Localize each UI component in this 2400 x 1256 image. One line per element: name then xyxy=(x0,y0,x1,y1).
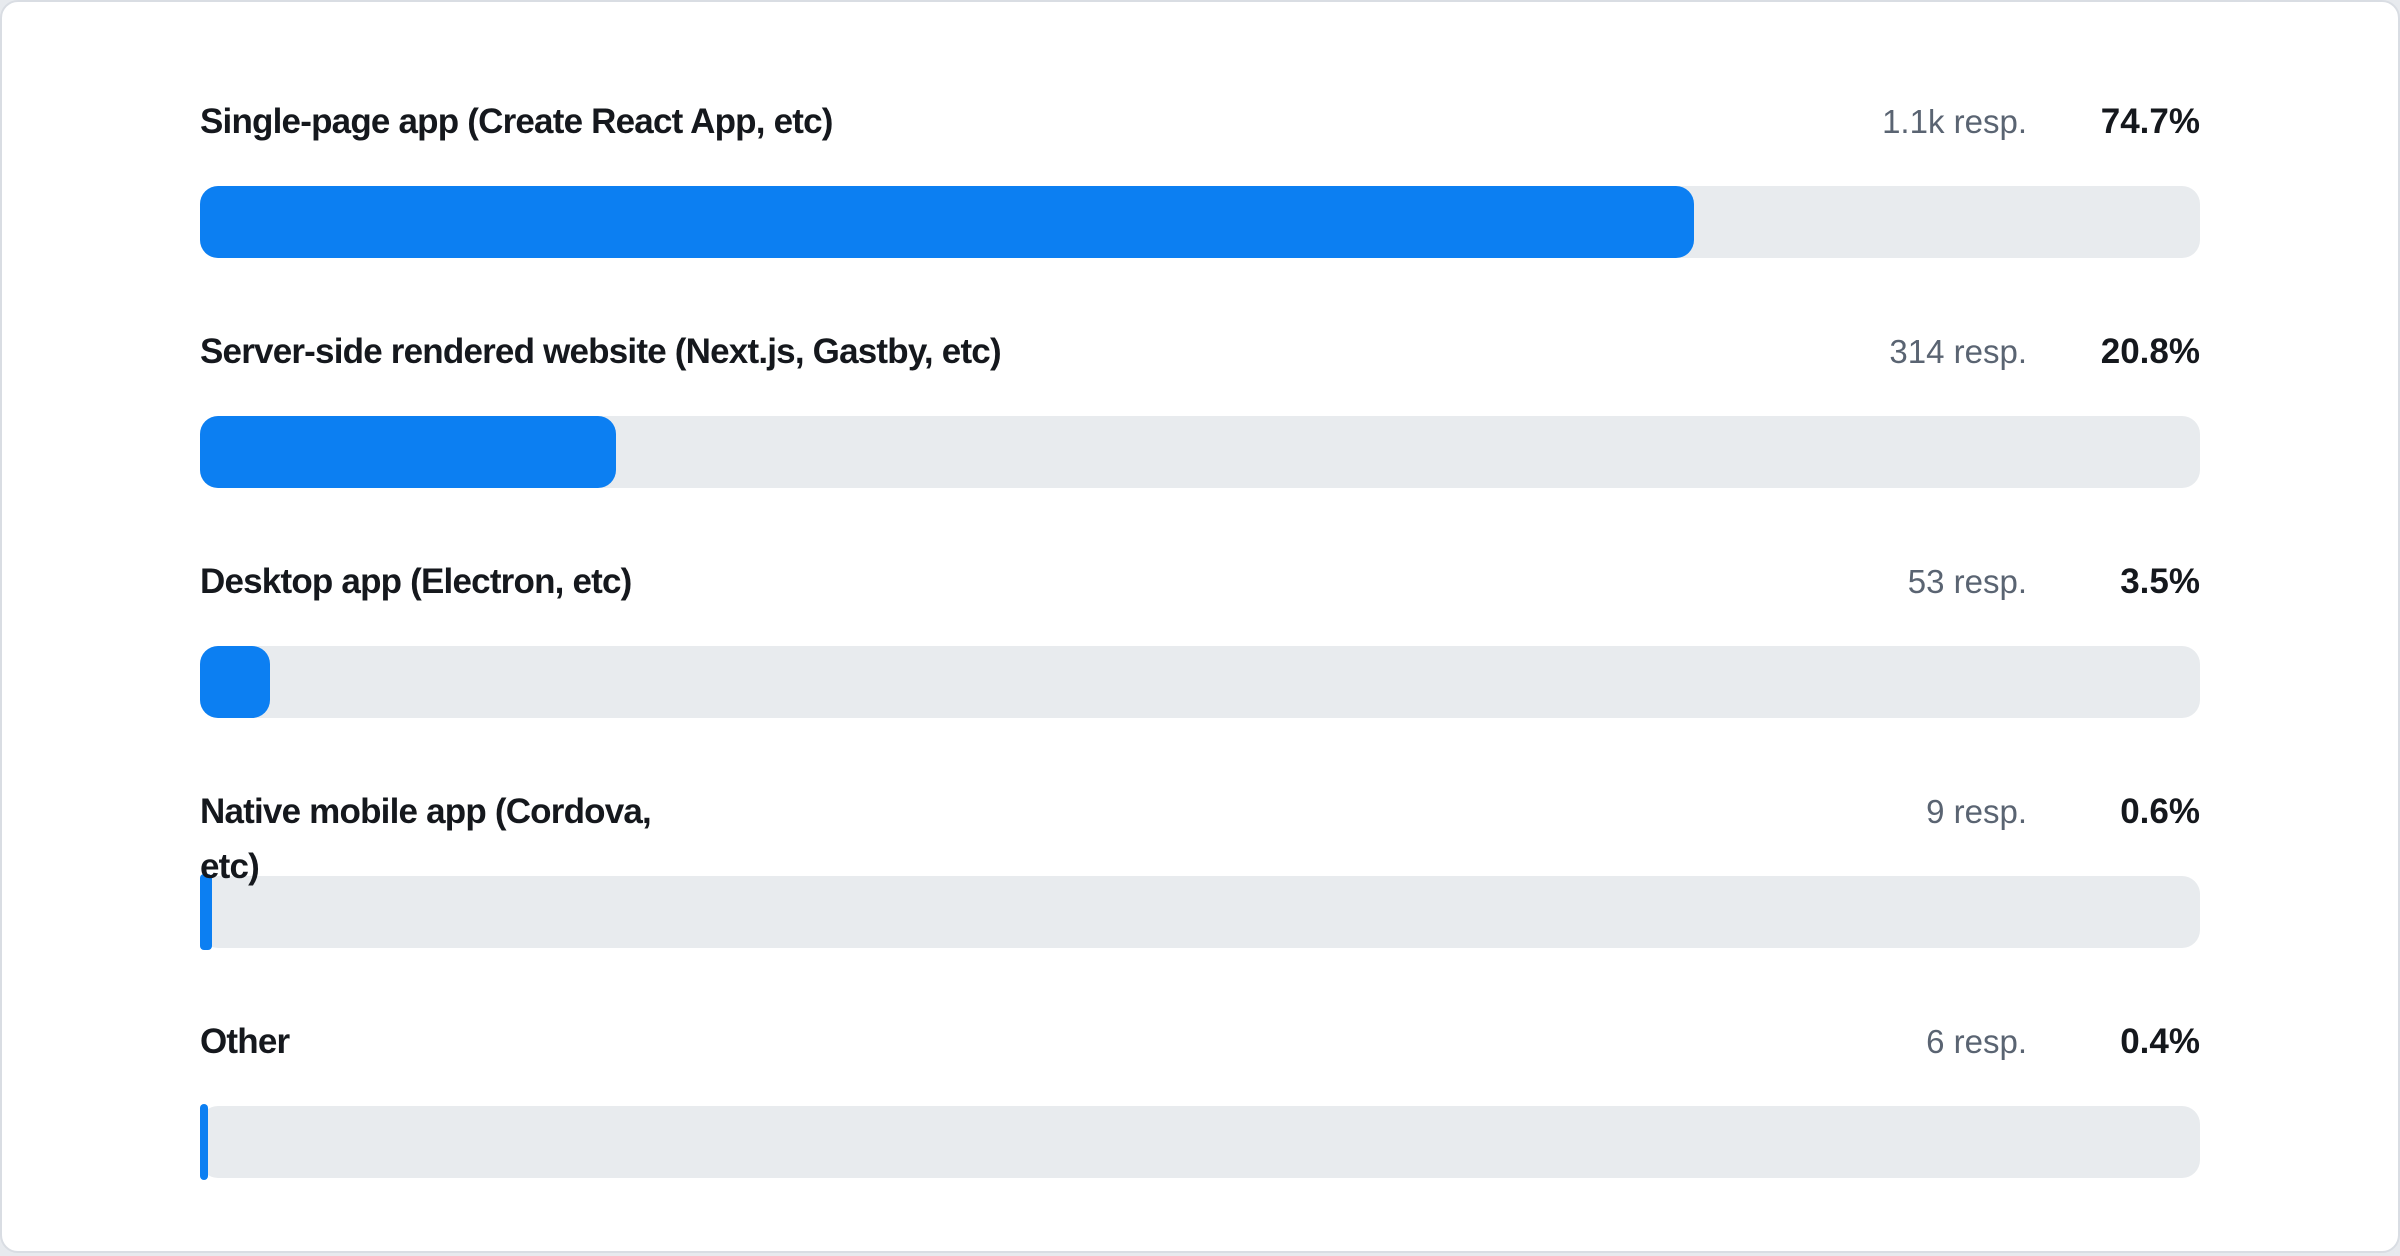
answer-row: Other 6 resp. 0.4% xyxy=(200,1014,2200,1180)
answer-stats: 1.1k resp. 74.7% xyxy=(1882,94,2200,149)
answer-label: Single-page app (Create React App, etc) xyxy=(200,102,833,141)
bar-fill xyxy=(200,186,1694,258)
answer-stats: 53 resp. 3.5% xyxy=(1908,554,2200,609)
bar-fill xyxy=(200,646,270,718)
bar-track xyxy=(200,1104,2200,1180)
answer-stats: 314 resp. 20.8% xyxy=(1889,324,2200,379)
response-count: 6 resp. xyxy=(1926,1023,2027,1060)
answer-row: Single-page app (Create React App, etc) … xyxy=(200,94,2200,258)
answer-label: Native mobile app (Cordova, etc) xyxy=(200,792,652,886)
bar-fill xyxy=(200,874,212,950)
bar-track xyxy=(200,646,2200,718)
answer-row: Desktop app (Electron, etc) 53 resp. 3.5… xyxy=(200,554,2200,718)
response-count: 1.1k resp. xyxy=(1882,103,2027,140)
bar-fill xyxy=(200,1104,208,1180)
answer-stats: 9 resp. 0.6% xyxy=(1926,784,2200,839)
answer-label: Server-side rendered website (Next.js, G… xyxy=(200,332,1002,371)
percent-value: 3.5% xyxy=(2120,562,2200,601)
percent-value: 74.7% xyxy=(2100,102,2200,141)
answer-label: Other xyxy=(200,1022,290,1061)
bar-fill xyxy=(200,416,616,488)
answer-row: Server-side rendered website (Next.js, G… xyxy=(200,324,2200,488)
percent-value: 0.6% xyxy=(2120,792,2200,831)
answer-stats: 6 resp. 0.4% xyxy=(1926,1014,2200,1069)
answer-rows: Single-page app (Create React App, etc) … xyxy=(200,94,2200,1180)
answer-row: Native mobile app (Cordova, etc) 9 resp.… xyxy=(200,784,2200,950)
response-count: 9 resp. xyxy=(1926,793,2027,830)
bar-track xyxy=(200,186,2200,258)
response-count: 53 resp. xyxy=(1907,563,2027,600)
bar-track xyxy=(200,874,2200,950)
bar-track xyxy=(200,416,2200,488)
response-count: 314 resp. xyxy=(1889,333,2027,370)
percent-value: 0.4% xyxy=(2120,1022,2200,1061)
percent-value: 20.8% xyxy=(2100,332,2200,371)
answer-label: Desktop app (Electron, etc) xyxy=(200,562,632,601)
